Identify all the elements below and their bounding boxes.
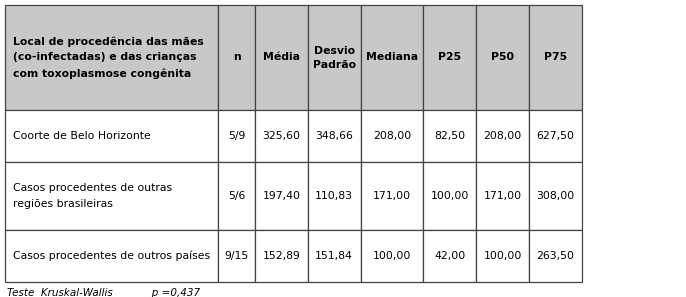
Bar [529,110,582,162]
Bar [218,162,255,230]
Text: 100,00: 100,00 [372,251,411,261]
Text: 110,83: 110,83 [315,191,353,201]
Text: 82,50: 82,50 [434,131,465,141]
Bar [308,5,361,110]
Bar [361,162,423,230]
Text: 208,00: 208,00 [484,131,521,141]
Bar [5,162,218,230]
Text: 171,00: 171,00 [373,191,411,201]
Text: Casos procedentes de outras
regiões brasileiras: Casos procedentes de outras regiões bras… [13,183,172,209]
Text: 152,89: 152,89 [263,251,300,261]
Text: 100,00: 100,00 [431,191,469,201]
Text: Coorte de Belo Horizonte: Coorte de Belo Horizonte [13,131,151,141]
Text: 627,50: 627,50 [536,131,574,141]
Bar [423,5,476,110]
Text: Casos procedentes de outros países: Casos procedentes de outros países [13,251,210,261]
Text: P50: P50 [491,53,514,62]
Text: 42,00: 42,00 [434,251,465,261]
Bar [255,110,308,162]
Text: 171,00: 171,00 [484,191,521,201]
Bar [423,162,476,230]
Bar [255,162,308,230]
Text: 197,40: 197,40 [263,191,300,201]
Bar [476,162,529,230]
Bar [5,110,218,162]
Bar [529,5,582,110]
Bar [361,110,423,162]
Bar [423,110,476,162]
Text: 151,84: 151,84 [316,251,353,261]
Bar [308,230,361,282]
Bar [476,5,529,110]
Bar [5,230,218,282]
Text: Mediana: Mediana [366,53,418,62]
Text: 308,00: 308,00 [536,191,574,201]
Text: 5/6: 5/6 [228,191,245,201]
Bar [5,5,218,110]
Bar [476,110,529,162]
Text: 263,50: 263,50 [536,251,574,261]
Text: 9/15: 9/15 [224,251,248,261]
Bar [255,5,308,110]
Bar [529,162,582,230]
Text: 208,00: 208,00 [373,131,411,141]
Bar [218,110,255,162]
Text: 5/9: 5/9 [228,131,245,141]
Bar [218,230,255,282]
Text: Local de procedência das mães
(co-infectadas) e das crianças
com toxoplasmose co: Local de procedência das mães (co-infect… [13,36,204,79]
Bar [361,5,423,110]
Text: Média: Média [263,53,300,62]
Text: P25: P25 [438,53,462,62]
Bar [423,230,476,282]
Bar [308,162,361,230]
Text: n: n [233,53,240,62]
Text: Teste  Kruskal-Wallis            p =0,437: Teste Kruskal-Wallis p =0,437 [7,288,200,297]
Bar [255,230,308,282]
Text: 348,66: 348,66 [316,131,353,141]
Bar [361,230,423,282]
Bar [308,110,361,162]
Bar [529,230,582,282]
Text: P75: P75 [544,53,567,62]
Text: Desvio
Padrão: Desvio Padrão [313,45,356,69]
Bar [476,230,529,282]
Bar [218,5,255,110]
Text: 325,60: 325,60 [263,131,300,141]
Text: 100,00: 100,00 [484,251,522,261]
